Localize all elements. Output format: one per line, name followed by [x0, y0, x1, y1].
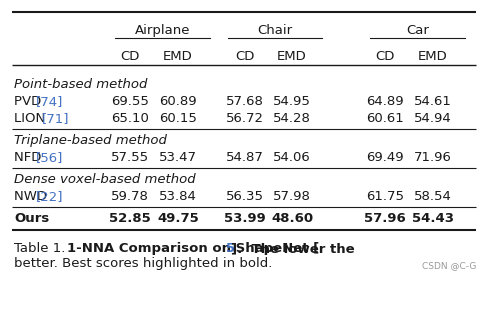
Text: 60.89: 60.89 [159, 95, 197, 108]
Text: 49.75: 49.75 [157, 212, 199, 225]
Text: Table 1.: Table 1. [14, 242, 74, 255]
Text: 69.55: 69.55 [111, 95, 149, 108]
Text: CD: CD [235, 50, 255, 63]
Text: 54.87: 54.87 [226, 151, 264, 164]
Text: 54.94: 54.94 [414, 112, 452, 125]
Text: LION: LION [14, 112, 49, 125]
Text: 54.06: 54.06 [273, 151, 311, 164]
Text: 53.99: 53.99 [224, 212, 266, 225]
Text: CD: CD [121, 50, 140, 63]
Text: [71]: [71] [42, 112, 69, 125]
Text: EMD: EMD [277, 50, 307, 63]
Text: 53.47: 53.47 [159, 151, 197, 164]
Text: Ours: Ours [14, 212, 49, 225]
Text: 61.75: 61.75 [366, 190, 404, 203]
Text: [22]: [22] [36, 190, 64, 203]
Text: 65.10: 65.10 [111, 112, 149, 125]
Text: 57.96: 57.96 [364, 212, 406, 225]
Text: 53.84: 53.84 [159, 190, 197, 203]
Text: NWD: NWD [14, 190, 51, 203]
Text: 57.68: 57.68 [226, 95, 264, 108]
Text: 57.98: 57.98 [273, 190, 311, 203]
Text: NFD: NFD [14, 151, 46, 164]
Text: 58.54: 58.54 [414, 190, 452, 203]
Text: Chair: Chair [257, 24, 293, 37]
Text: ].  The lower the: ]. The lower the [231, 242, 355, 255]
Text: 60.61: 60.61 [366, 112, 404, 125]
Text: Triplane-based method: Triplane-based method [14, 134, 167, 147]
Text: [74]: [74] [36, 95, 63, 108]
Text: EMD: EMD [418, 50, 448, 63]
Text: CSDN @C-G: CSDN @C-G [421, 261, 476, 270]
Text: 54.95: 54.95 [273, 95, 311, 108]
Text: 54.43: 54.43 [412, 212, 454, 225]
Text: 52.85: 52.85 [109, 212, 151, 225]
Text: 57.55: 57.55 [111, 151, 149, 164]
Text: 56.35: 56.35 [226, 190, 264, 203]
Text: Airplane: Airplane [135, 24, 190, 37]
Text: Car: Car [406, 24, 429, 37]
Text: 59.78: 59.78 [111, 190, 149, 203]
Text: 71.96: 71.96 [414, 151, 452, 164]
Text: 5: 5 [226, 242, 235, 255]
Text: 54.61: 54.61 [414, 95, 452, 108]
Text: 56.72: 56.72 [226, 112, 264, 125]
Text: CD: CD [375, 50, 394, 63]
Text: PVD: PVD [14, 95, 46, 108]
Text: 54.28: 54.28 [273, 112, 311, 125]
Text: 64.89: 64.89 [366, 95, 404, 108]
Text: Dense voxel-based method: Dense voxel-based method [14, 173, 196, 186]
Text: 1-NNA Comparison on ShapeNet [: 1-NNA Comparison on ShapeNet [ [67, 242, 319, 255]
Text: better. Best scores highlighted in bold.: better. Best scores highlighted in bold. [14, 257, 272, 270]
Text: 60.15: 60.15 [159, 112, 197, 125]
Text: EMD: EMD [163, 50, 193, 63]
Text: [56]: [56] [36, 151, 63, 164]
Text: 48.60: 48.60 [271, 212, 313, 225]
Text: 69.49: 69.49 [366, 151, 404, 164]
Text: Point-based method: Point-based method [14, 78, 147, 91]
